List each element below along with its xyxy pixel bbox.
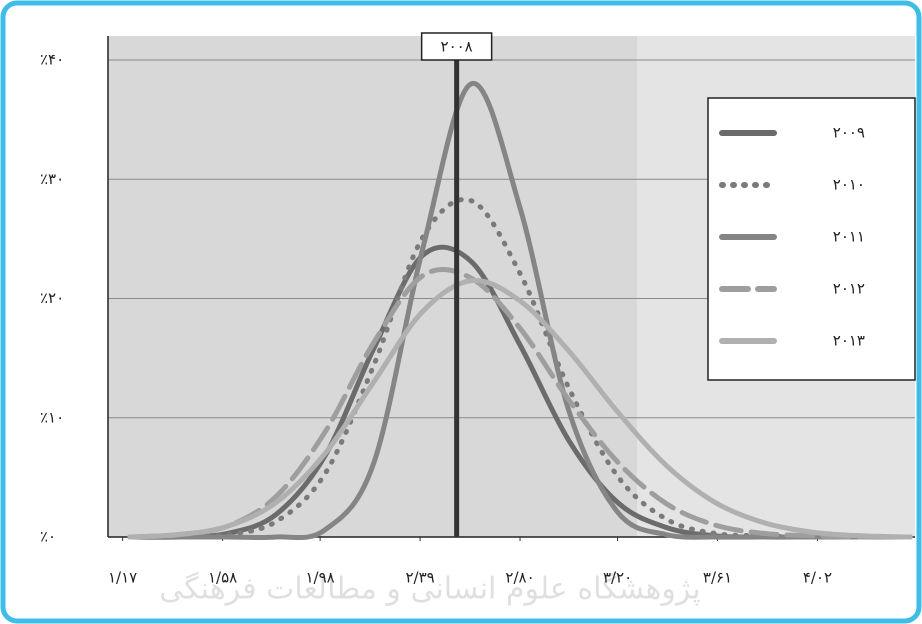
y-tick-label: ٪۲۰ [40, 289, 64, 307]
legend-label: ۲۰۱۲ [833, 280, 865, 298]
chart: پژوهشگاه علوم انسانی و مطالعات فرهنگی ٪۰… [0, 0, 922, 624]
x-tick-label: ۱/۱۷ [108, 569, 137, 587]
x-tick-label: ۳/۶۱ [703, 569, 732, 587]
y-tick-label: ٪۴۰ [40, 51, 64, 69]
legend-label: ۲۰۱۱ [833, 228, 865, 246]
y-tick-label: ٪۱۰ [40, 408, 64, 426]
x-tick-label: ۴/۰۲ [803, 569, 832, 587]
legend-label: ۲۰۱۳ [833, 332, 865, 350]
x-tick-label: ۳/۲۰ [603, 569, 632, 587]
x-tick-label: ۲/۳۹ [405, 569, 434, 587]
y-tick-label: ٪۰ [40, 528, 56, 546]
x-tick-label: ۱/۵۸ [208, 569, 237, 587]
y-tick-label: ٪۳۰ [40, 170, 64, 188]
marker-label: ۲۰۰۸ [441, 38, 473, 56]
legend-label: ۲۰۰۹ [833, 124, 865, 142]
x-tick-label: ۱/۹۸ [305, 569, 334, 587]
legend-label: ۲۰۱۰ [833, 176, 865, 194]
x-tick-label: ۲/۸۰ [505, 569, 534, 587]
